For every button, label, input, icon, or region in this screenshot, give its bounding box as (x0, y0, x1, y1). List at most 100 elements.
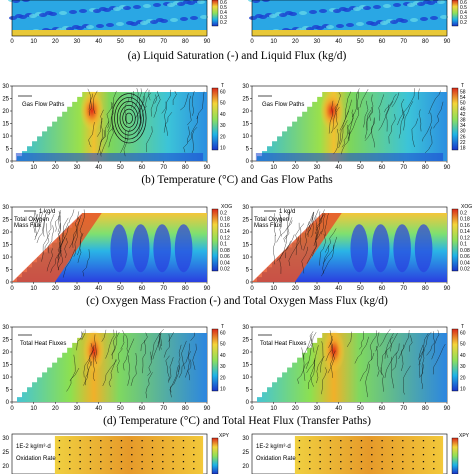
panel-c-low-lobe (350, 224, 369, 273)
panel-d-colorbar-label: 40 (460, 353, 466, 359)
panel-e-marker (89, 468, 92, 470)
panel-a-blob (363, 6, 371, 10)
panel-d-colorbar-label: 20 (220, 375, 226, 381)
panel-b-streamline (418, 109, 422, 132)
panel-e-marker (100, 440, 102, 442)
panel-d-colorbar-label: 60 (220, 331, 226, 337)
panel-e-marker (298, 447, 301, 449)
panel-d-colorbar-title: T (221, 324, 224, 330)
panel-c-colorbar-label: 0.1 (220, 242, 227, 248)
panel-d-xtick-label: 60 (139, 406, 146, 412)
panel-c-streamline (324, 213, 329, 236)
panel-a-blob (383, 4, 391, 8)
panel-b-ytick-label: 25 (2, 97, 9, 103)
panel-b-streamline (348, 113, 355, 141)
panel-b-vortex-ring (125, 112, 133, 124)
panel-a-blob (336, 24, 344, 28)
panel-c-streamline (324, 228, 337, 253)
panel-b-streamline (154, 94, 157, 104)
panel-a-blob (346, 23, 354, 27)
panel-e-marker (151, 454, 154, 456)
panel-d-hotspot (322, 330, 345, 372)
panel-e-marker (89, 461, 92, 463)
panel-e-marker (402, 454, 404, 456)
panel-c-streamline (79, 209, 85, 235)
panel-a-blob (289, 12, 297, 16)
panel-c-colorbar-label: 0.14 (220, 229, 230, 235)
panel-b-ytick-label: 30 (242, 84, 249, 90)
panel-b-streamline (421, 112, 433, 142)
panel-e-marker (151, 447, 154, 449)
panel-c-streamline (82, 249, 90, 277)
panel-d-xtick-label: 70 (160, 406, 167, 412)
panel-c-low-lobe (371, 224, 390, 273)
panel-d-colorbar-label: 10 (460, 387, 466, 393)
panel-c-streamline (57, 225, 69, 259)
panel-a-blob (299, 11, 307, 15)
panel-d-streamline (389, 332, 394, 352)
panel-d-streamline (92, 352, 96, 381)
panel-b-ytick-label: 15 (2, 122, 9, 128)
panel-d-streamline (168, 331, 174, 342)
panel-d-streamline (321, 367, 328, 395)
panel-c-streamline (35, 212, 39, 227)
panel-d-right: 0 10 20 30 40 50 60 70 80 90 0 5 10 15 20 25 30 Total Hea… (242, 324, 465, 412)
panel-d-ytick-label: 20 (2, 350, 9, 356)
panel-c-ytick-label: 0 (246, 280, 250, 286)
panel-e-colorbar (451, 437, 459, 474)
panel-d-streamline (375, 346, 380, 377)
panel-c-ytick-label: 10 (2, 255, 9, 261)
panel-e-ytick-label: 25 (242, 450, 249, 456)
panel-c-xtick-label: 70 (160, 286, 167, 292)
panel-c-streamline (42, 212, 47, 237)
panel-d-xtick-label: 20 (52, 406, 59, 412)
panel-e-marker (412, 454, 414, 456)
panel-d-streamline (305, 338, 313, 369)
panel-b-xtick-label: 10 (270, 165, 277, 171)
panel-d-streamline (403, 365, 411, 395)
panel-b-colorbar-label: 40 (220, 112, 226, 118)
panel-a-blob (252, 0, 260, 3)
panel-d-streamline (419, 331, 432, 358)
panel-b-streamline (403, 88, 415, 119)
panel-b-right: 0 10 20 30 40 50 60 70 80 90 0 5 10 15 20 25 30 Gas Flow … (242, 83, 465, 171)
panel-d-streamline (431, 329, 440, 360)
panel-e-marker (412, 468, 414, 470)
panel-a-blob (400, 19, 408, 23)
panel-c-colorbar-label: 0.06 (460, 254, 470, 260)
panel-e-marker (58, 461, 61, 463)
panel-e-marker (319, 440, 321, 442)
panel-b-ytick-label: 10 (2, 134, 9, 140)
panel-e-marker (381, 461, 383, 463)
panel-e-marker (309, 468, 311, 470)
panel-e-marker (360, 468, 363, 470)
panel-d-streamline (409, 335, 413, 352)
panel-d-streamline (365, 363, 370, 398)
panel-e-marker (79, 447, 81, 449)
panel-e-marker (89, 440, 92, 442)
panel-e-marker (162, 454, 164, 456)
panel-a-xtick-label: 40 (335, 39, 342, 45)
panel-a-blob (123, 6, 131, 10)
panel-c-xtick-label: 40 (335, 286, 342, 292)
panel-b-ytick-label: 0 (6, 159, 10, 165)
panel-d-xtick-label: 40 (95, 406, 102, 412)
panel-a-blob (22, 0, 30, 2)
panel-c-streamline (273, 235, 276, 265)
panel-b-streamline (433, 101, 444, 129)
panel-d-colorbar-label: 60 (460, 331, 466, 337)
panel-c-colorbar-label: 0.08 (220, 248, 230, 254)
panel-d-xtick-label: 80 (422, 406, 429, 412)
panel-c-streamline (50, 249, 60, 273)
panel-c-streamline (48, 214, 55, 233)
panel-d-streamline (375, 331, 380, 352)
panel-a-blob (319, 9, 327, 13)
panel-d-streamline (384, 333, 398, 359)
panel-b-flow-label: Gas Flow Paths (262, 102, 304, 108)
panel-a-blob (279, 13, 287, 17)
panel-a-colorbar (211, 0, 219, 27)
panel-a-left: 0 10 20 30 40 50 60 70 80 90 0.60.50.40.30.2 (8, 0, 227, 45)
panel-d-xtick-label: 50 (357, 406, 364, 412)
panel-e-marker (172, 468, 174, 470)
panel-c-colorbar (211, 208, 219, 272)
